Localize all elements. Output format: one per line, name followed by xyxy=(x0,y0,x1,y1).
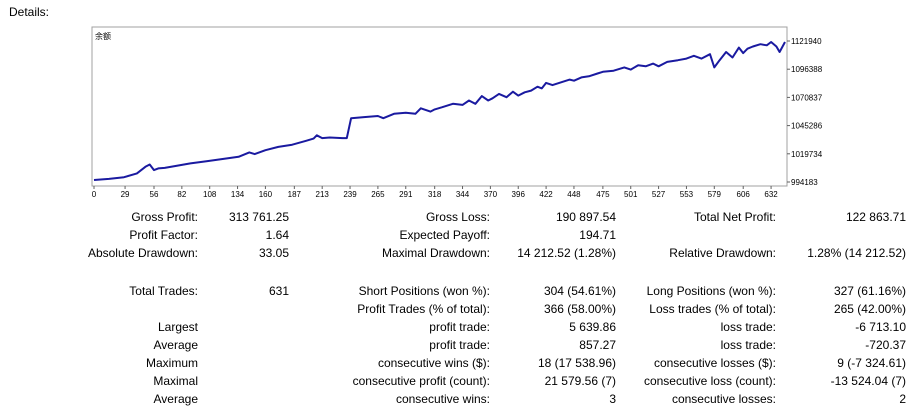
x-tick-label: 344 xyxy=(456,190,470,199)
y-axis: 994183 1019734 1045286 1070837 1096388 112194… xyxy=(787,37,823,187)
y-tick-label: 1096388 xyxy=(791,65,823,74)
stats-row-9-label-2: consecutive profit (count): xyxy=(352,374,490,388)
x-tick-label: 82 xyxy=(177,190,186,199)
stats-row-4-value-2: 304 (54.61%) xyxy=(543,284,616,298)
stats-row-6-label-3: loss trade: xyxy=(720,320,776,334)
x-tick-label: 213 xyxy=(316,190,330,199)
stats-row-5-label-2: Profit Trades (% of total): xyxy=(357,302,490,316)
stats-row-8-value-3: 9 (-7 324.61) xyxy=(837,356,906,370)
stats-row-4-value-1: 631 xyxy=(268,284,289,298)
x-tick-label: 579 xyxy=(708,190,722,199)
details-heading: Details: xyxy=(9,5,50,19)
stats-row-4-value-3: 327 (61.16%) xyxy=(833,284,906,298)
x-tick-label: 501 xyxy=(624,190,638,199)
stats-row-10-value-3: 2 xyxy=(899,392,906,406)
x-tick-label: 475 xyxy=(596,190,610,199)
stats-row-2-value-1: 1.64 xyxy=(265,228,289,242)
stats-row-2-label-2: Expected Payoff: xyxy=(399,228,490,242)
x-tick-label: 527 xyxy=(652,190,666,199)
x-tick-label: 0 xyxy=(92,190,97,199)
balance-line xyxy=(93,41,786,181)
stats-row-1-label-3: Total Net Profit: xyxy=(693,210,776,224)
x-tick-label: 422 xyxy=(539,190,553,199)
y-tick-label: 1070837 xyxy=(791,93,823,102)
x-tick-label: 448 xyxy=(567,190,581,199)
stats-row-7-label-2: profit trade: xyxy=(429,338,490,352)
stats-row-7-value-2: 857.27 xyxy=(579,338,616,352)
x-tick-label: 396 xyxy=(512,190,526,199)
stats-row-3-label-3: Relative Drawdown: xyxy=(669,246,776,260)
stats-row-9-value-3: -13 524.04 (7) xyxy=(830,374,906,388)
x-tick-label: 239 xyxy=(343,190,357,199)
stats-row-10-label-3: consecutive losses: xyxy=(671,392,776,406)
x-axis: 0 29 56 82 108 134 160 187 213 239 265 291 318 344 370… xyxy=(92,186,778,199)
stats-row-7-label-3: loss trade: xyxy=(720,338,776,352)
x-tick-label: 108 xyxy=(203,190,217,199)
x-tick-label: 265 xyxy=(371,190,385,199)
stats-row-1-value-1: 313 761.25 xyxy=(228,210,289,224)
y-tick-label: 994183 xyxy=(791,178,818,187)
x-tick-label: 29 xyxy=(121,190,130,199)
stats-row-4-label-1: Total Trades: xyxy=(129,284,198,298)
stats-row-5-value-2: 366 (58.00%) xyxy=(543,302,616,316)
stats-row-1-value-3: 122 863.71 xyxy=(845,210,906,224)
stats-row-3-value-1: 33.05 xyxy=(258,246,289,260)
stats-row-4-label-2: Short Positions (won %): xyxy=(358,284,490,298)
stats-row-2-label-1: Profit Factor: xyxy=(129,228,198,242)
y-tick-label: 1045286 xyxy=(791,122,823,131)
stats-row-10-label-2: consecutive wins: xyxy=(395,392,490,406)
stats-row-3-label-2: Maximal Drawdown: xyxy=(381,246,490,260)
stats-row-7-value-3: -720.37 xyxy=(865,338,906,352)
y-tick-label: 1019734 xyxy=(791,150,823,159)
x-tick-label: 134 xyxy=(231,190,245,199)
x-tick-label: 553 xyxy=(680,190,694,199)
chart-plot-area xyxy=(91,26,788,187)
stats-row-7-label-1: Average xyxy=(153,338,198,352)
stats-row-3-label-1: Absolute Drawdown: xyxy=(87,246,198,260)
stats-row-9-value-2: 21 579.56 (7) xyxy=(544,374,616,388)
x-tick-label: 606 xyxy=(737,190,751,199)
stats-row-6-label-1: Largest xyxy=(157,320,198,334)
stats-row-8-label-3: consecutive losses ($): xyxy=(653,356,776,370)
x-tick-label: 318 xyxy=(428,190,442,199)
stats-row-10-label-1: Average xyxy=(153,392,198,406)
stats-row-8-label-2: consecutive wins ($): xyxy=(377,356,490,370)
stats-row-2-value-2: 194.71 xyxy=(579,228,616,242)
stats-row-5-label-3: Loss trades (% of total): xyxy=(649,302,776,316)
x-tick-label: 632 xyxy=(764,190,778,199)
stats-row-9-label-1: Maximal xyxy=(153,374,198,388)
stats-row-3-value-3: 1.28% (14 212.52) xyxy=(807,246,906,260)
stats-row-8-label-1: Maximum xyxy=(145,356,198,370)
stats-row-6-value-2: 5 639.86 xyxy=(569,320,616,334)
balance-chart: 余额 0 29 56 82 108 134 160 187 213 239 265 291 318 344… xyxy=(91,26,823,199)
x-tick-label: 160 xyxy=(259,190,273,199)
stats-row-3-value-2: 14 212.52 (1.28%) xyxy=(517,246,616,260)
stats-row-1-label-1: Gross Profit: xyxy=(131,210,198,224)
x-tick-label: 370 xyxy=(484,190,498,199)
stats-row-6-label-2: profit trade: xyxy=(429,320,490,334)
stats-row-1-value-2: 190 897.54 xyxy=(555,210,616,224)
y-tick-label: 1121940 xyxy=(791,37,822,46)
stats-row-9-label-3: consecutive loss (count): xyxy=(643,374,776,388)
stats-row-1-label-2: Gross Loss: xyxy=(425,210,490,224)
stats-row-4-label-3: Long Positions (won %): xyxy=(646,284,776,298)
x-tick-label: 187 xyxy=(288,190,302,199)
stats-row-8-value-2: 18 (17 538.96) xyxy=(537,356,616,370)
stats-row-10-value-2: 3 xyxy=(609,392,616,406)
chart-title: 余额 xyxy=(95,31,111,41)
stats-row-6-value-3: -6 713.10 xyxy=(855,320,906,334)
stats-row-5-value-3: 265 (42.00%) xyxy=(833,302,906,316)
x-tick-label: 291 xyxy=(399,190,413,199)
x-tick-label: 56 xyxy=(150,190,159,199)
